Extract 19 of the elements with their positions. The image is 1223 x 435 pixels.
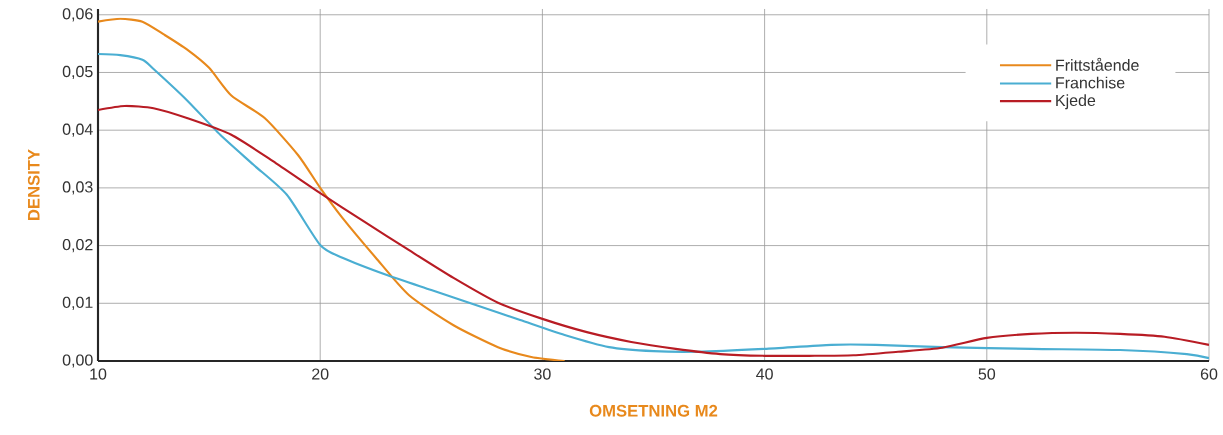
y-tick-label: 0,00 <box>62 354 93 368</box>
y-tick-label: 0,04 <box>62 123 93 137</box>
x-tick-label: 50 <box>978 368 996 380</box>
y-tick-label: 0,05 <box>62 65 93 80</box>
y-tick-label: 0,06 <box>62 8 93 22</box>
x-tick-label: 20 <box>312 368 329 380</box>
line-series <box>98 17 566 361</box>
x-tick-label: 40 <box>756 368 773 380</box>
legend-label: Franchise <box>1056 76 1125 89</box>
y-tick-label: 0,01 <box>62 296 93 310</box>
y-axis-title: DENSITY <box>27 149 40 221</box>
y-tick-label: 0,03 <box>62 181 93 195</box>
x-tick-label: 60 <box>1200 368 1218 380</box>
x-axis-title: OMSETNING M2 <box>589 404 718 417</box>
x-tick-label: 30 <box>534 368 551 380</box>
x-tick-label: 10 <box>90 368 107 380</box>
legend-label: Frittstående <box>1056 57 1139 71</box>
legend-label: Kjede <box>1056 94 1096 110</box>
y-tick-label: 0,02 <box>62 238 93 253</box>
